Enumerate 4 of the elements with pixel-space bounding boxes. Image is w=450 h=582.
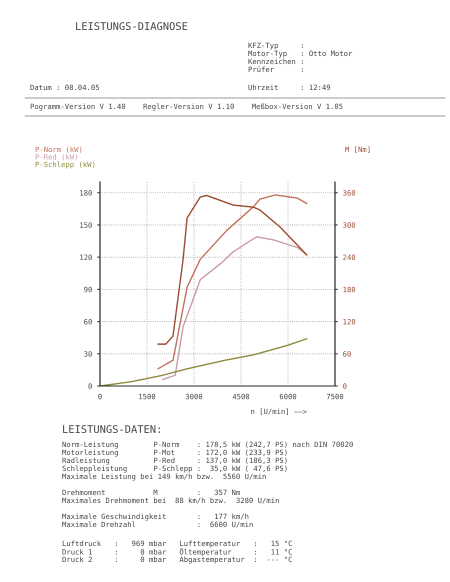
line-series — [100, 338, 308, 386]
text: LEISTUNGS-DATEN: — [63, 425, 160, 434]
chart-title: LEISTUNGS-DIAGNOSE — [76, 22, 188, 30]
line-series — [162, 236, 308, 380]
